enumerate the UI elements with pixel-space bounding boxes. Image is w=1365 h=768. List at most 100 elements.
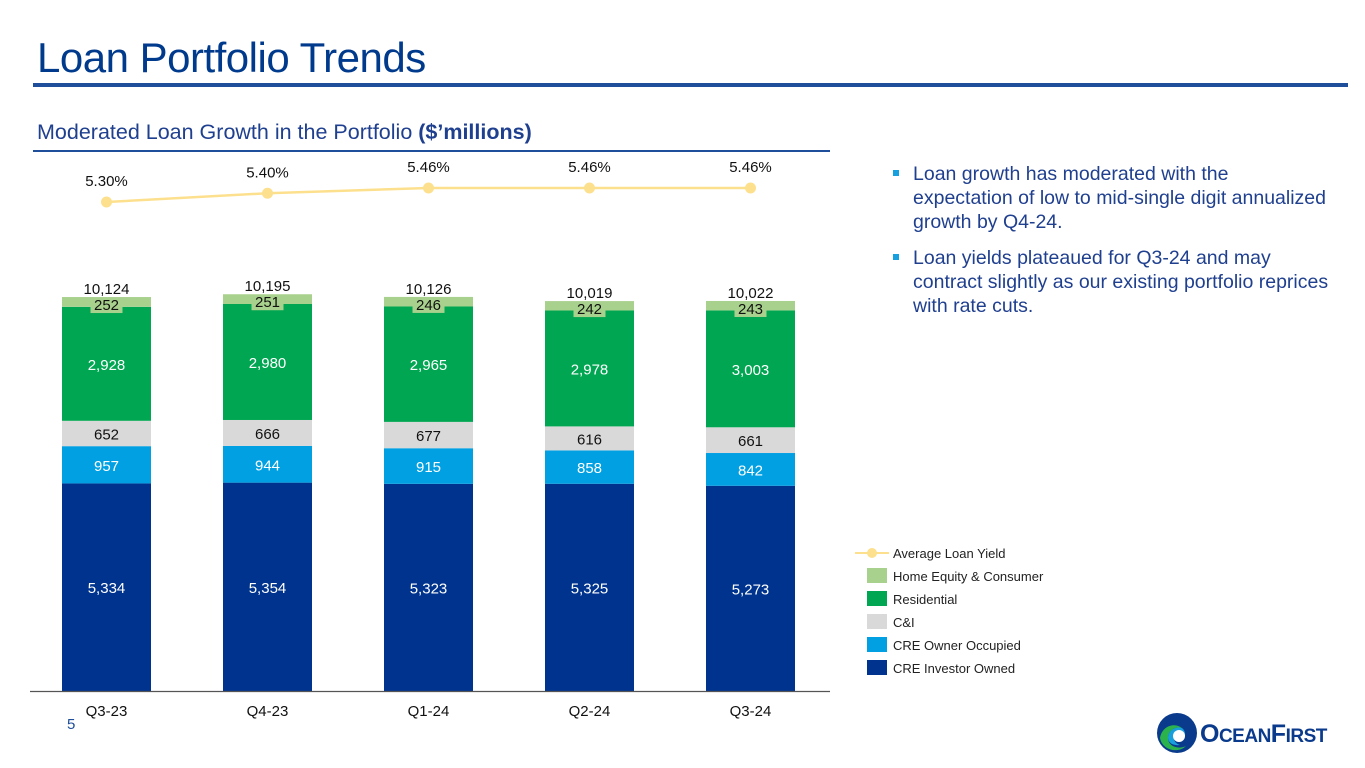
bar-segment-c-i [223, 419, 312, 446]
logo-letters: IRST [1285, 726, 1328, 747]
bullet-square-icon [893, 254, 899, 260]
bar-segment-cre-investor-owned [545, 483, 634, 691]
bar-segment-residential [706, 310, 795, 428]
data-label-home-equity-consumer: 246 [416, 297, 441, 314]
bullet-item: Loan growth has moderated with the expec… [893, 162, 1333, 234]
bullet-item: Loan yields plateaued for Q3-24 and may … [893, 246, 1333, 318]
data-label-cre-investor-owned: 5,325 [571, 580, 609, 597]
legend-swatch-icon [867, 591, 887, 606]
data-label-bg [734, 301, 767, 317]
legend-swatch-icon [867, 637, 887, 652]
data-label-c-i: 677 [416, 428, 441, 445]
oceanfirst-logo: OCEANFIRST [1156, 712, 1341, 754]
legend-label: C&I [893, 615, 915, 630]
data-label-bg [573, 302, 606, 318]
chart-legend: Average Loan Yield Home Equity & Consume… [855, 545, 1043, 683]
yield-point [584, 182, 595, 194]
logo-letter: F [1270, 720, 1286, 748]
legend-label: Average Loan Yield [893, 546, 1006, 561]
data-label-residential: 2,978 [571, 361, 609, 378]
legend-item-cre-investor-owned: CRE Investor Owned [855, 660, 1043, 683]
total-label: 10,124 [84, 281, 130, 298]
bar-segment-cre-investor-owned [384, 483, 473, 691]
yield-point [101, 196, 112, 208]
total-label: 10,126 [406, 281, 452, 298]
data-label-cre-owner-occupied: 944 [255, 457, 280, 474]
data-label-residential: 2,965 [410, 357, 448, 374]
logo-letter: O [1200, 720, 1219, 748]
bar-segment-cre-investor-owned [62, 483, 151, 691]
subtitle-divider [33, 150, 830, 152]
logo-wordmark: OCEANFIRST [1200, 720, 1327, 749]
data-label-home-equity-consumer: 251 [255, 294, 280, 311]
subtitle-main: Moderated Loan Growth in the Portfolio [37, 120, 419, 144]
oceanfirst-wave-icon [1157, 713, 1197, 753]
data-label-residential: 2,928 [88, 357, 126, 374]
yield-point [745, 182, 756, 194]
legend-item-home-equity: Home Equity & Consumer [855, 568, 1043, 591]
x-tick-label: Q2-24 [569, 703, 611, 720]
subtitle-units: ($’millions) [418, 120, 532, 144]
legend-item-average-loan-yield: Average Loan Yield [855, 545, 1043, 568]
data-label-home-equity-consumer: 243 [738, 301, 763, 318]
data-label-c-i: 661 [738, 433, 763, 450]
bar-segment-residential [384, 306, 473, 422]
total-label: 10,019 [567, 285, 613, 302]
yield-point [423, 182, 434, 194]
bar-segment-c-i [62, 420, 151, 447]
legend-label: Residential [893, 592, 958, 607]
legend-dot-icon [867, 548, 877, 558]
bar-segment-c-i [384, 421, 473, 449]
chart-subtitle: Moderated Loan Growth in the Portfolio (… [37, 120, 532, 145]
yield-label: 5.30% [85, 173, 128, 190]
bar-segment-cre-investor-owned [223, 482, 312, 691]
yield-label: 5.46% [407, 159, 450, 176]
data-label-cre-investor-owned: 5,334 [88, 580, 126, 597]
legend-label: CRE Owner Occupied [893, 638, 1021, 653]
data-label-home-equity-consumer: 252 [94, 297, 119, 314]
bar-segment-cre-owner-occupied [223, 445, 312, 483]
data-label-cre-investor-owned: 5,354 [249, 580, 287, 597]
commentary-bullets: Loan growth has moderated with the expec… [893, 162, 1333, 330]
bar-segment-residential [545, 310, 634, 427]
page-number: 5 [67, 716, 76, 733]
data-label-residential: 3,003 [732, 362, 770, 379]
logo-letters: CEAN [1218, 726, 1271, 747]
legend-item-residential: Residential [855, 591, 1043, 614]
bullet-text: Loan yields plateaued for Q3-24 and may … [913, 247, 1329, 317]
data-label-bg [90, 298, 123, 314]
x-tick-label: Q3-24 [730, 703, 772, 720]
data-label-cre-owner-occupied: 957 [94, 458, 119, 475]
data-label-residential: 2,980 [249, 355, 287, 372]
data-label-c-i: 666 [255, 426, 280, 443]
data-label-cre-owner-occupied: 915 [416, 459, 441, 476]
bullet-text: Loan growth has moderated with the expec… [913, 163, 1326, 233]
bar-segment-cre-owner-occupied [706, 453, 795, 486]
total-label: 10,195 [245, 278, 291, 295]
legend-swatch-icon [867, 568, 887, 583]
bar-segment-residential [223, 304, 312, 420]
data-label-bg [412, 297, 445, 313]
total-label: 10,022 [728, 285, 774, 302]
bar-segment-cre-owner-occupied [62, 446, 151, 484]
bar-segment-c-i [706, 427, 795, 454]
data-label-c-i: 652 [94, 426, 119, 443]
bar-segment-cre-investor-owned [706, 485, 795, 691]
x-tick-label: Q4-23 [247, 703, 289, 720]
data-label-home-equity-consumer: 242 [577, 301, 602, 318]
data-label-c-i: 616 [577, 431, 602, 448]
legend-label: CRE Investor Owned [893, 661, 1016, 676]
legend-item-ci: C&I [855, 614, 1043, 637]
data-label-bg [251, 295, 284, 311]
yield-label: 5.40% [246, 164, 289, 181]
legend-item-cre-owner-occupied: CRE Owner Occupied [855, 637, 1043, 660]
data-label-cre-investor-owned: 5,323 [410, 580, 448, 597]
bar-segment-cre-owner-occupied [545, 450, 634, 484]
yield-label: 5.46% [729, 159, 772, 176]
x-tick-label: Q3-23 [86, 703, 128, 720]
x-tick-label: Q1-24 [408, 703, 450, 720]
legend-swatch-icon [867, 614, 887, 629]
bullet-square-icon [893, 170, 899, 176]
bar-segment-cre-owner-occupied [384, 448, 473, 484]
page-title: Loan Portfolio Trends [37, 34, 426, 81]
